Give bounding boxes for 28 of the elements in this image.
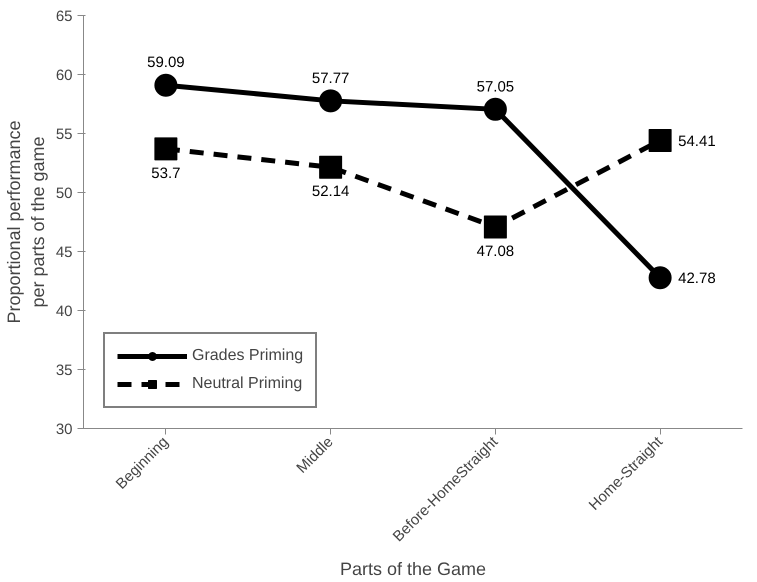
point [154,137,178,160]
y-tick-label: 65 [56,8,73,25]
point [154,74,178,97]
point [319,89,342,112]
data-label: 57.05 [476,78,514,96]
point [648,266,672,290]
point [484,98,507,121]
y-tick-label: 35 [56,362,73,379]
x-axis-title: Parts of the Game [340,559,486,580]
data-label: 42.78 [678,270,716,288]
y-tick-label: 45 [56,244,73,261]
point [319,156,342,179]
data-label: 52.14 [312,183,350,200]
data-label: 53.7 [151,164,180,182]
y-tick-label: 40 [56,303,73,320]
point [648,128,672,152]
y-tick-label: 60 [56,67,73,84]
legend-label: Neutral Priming [192,375,302,393]
data-label: 59.09 [147,54,185,72]
y-tick-label: 55 [56,126,73,143]
y-axis-title: Proportional performance per parts of the game [4,120,48,324]
data-label: 57.77 [312,70,350,87]
legend-label: Grades Priming [192,347,304,365]
data-label: 54.41 [678,132,716,150]
data-label: 47.08 [476,242,514,260]
y-tick-label: 30 [56,421,73,438]
y-tick-label: 50 [56,185,73,202]
point [484,215,507,238]
